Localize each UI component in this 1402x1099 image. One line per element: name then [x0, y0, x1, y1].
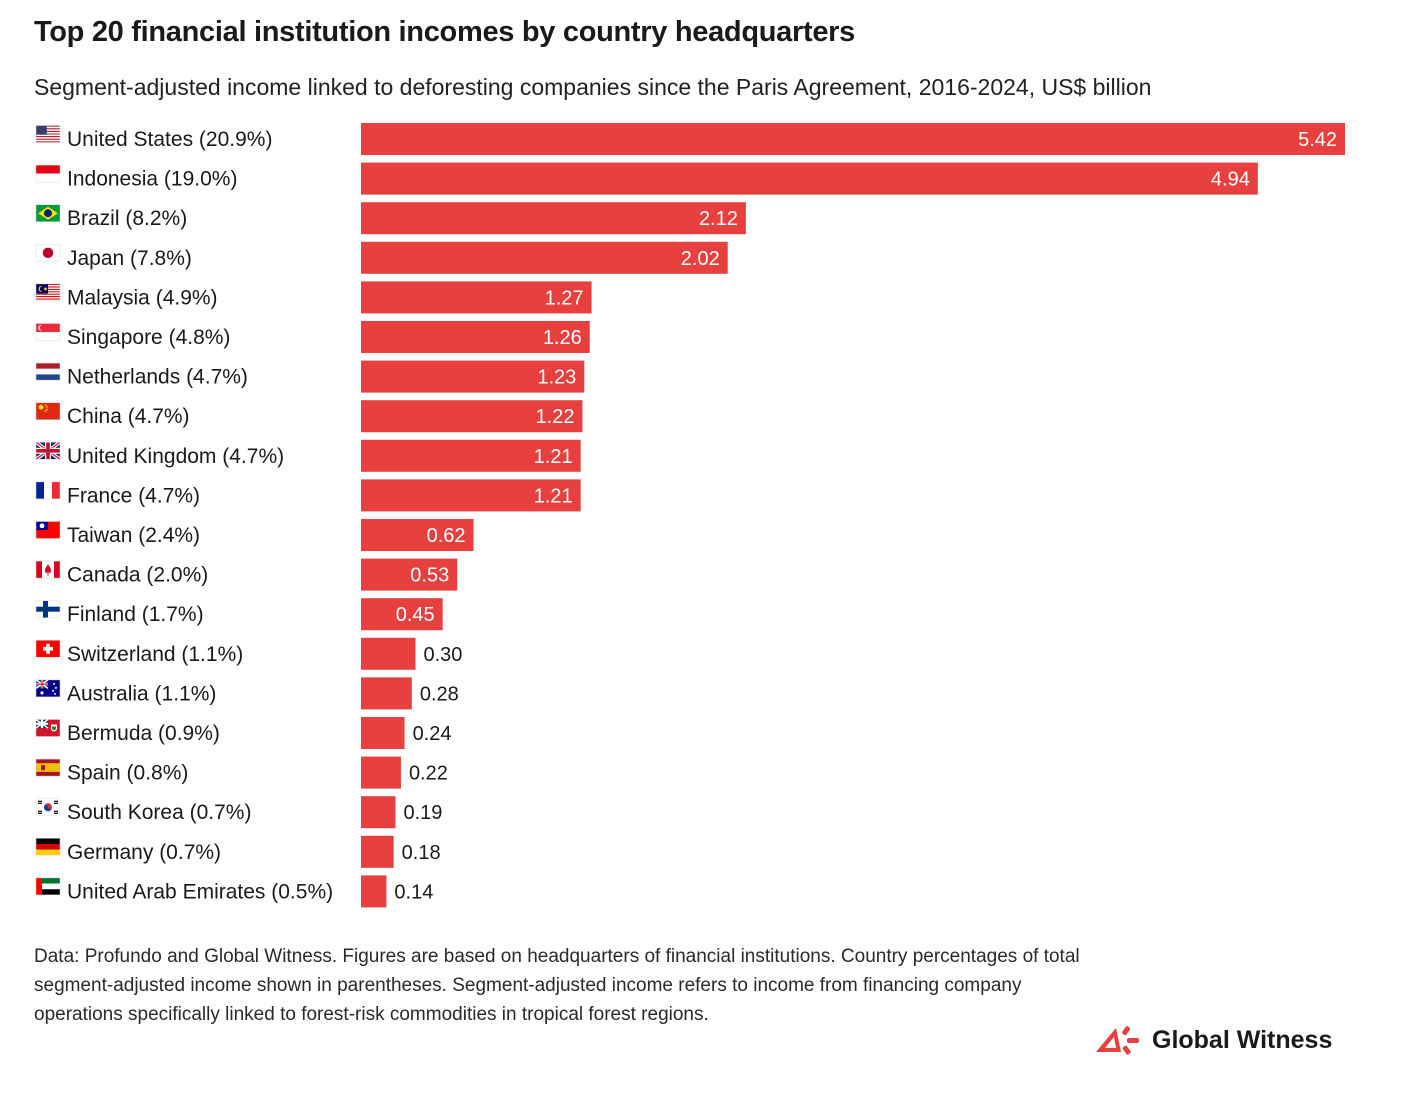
- category-label: Canada (2.0%): [67, 564, 208, 587]
- bar: [361, 321, 590, 353]
- bar-value-label: 1.21: [534, 446, 573, 468]
- bar-chart: United States (20.9%) 5.42 Indonesia (19.0…: [34, 123, 1345, 908]
- sg-flag-icon: [35, 323, 61, 341]
- bar: [361, 558, 458, 591]
- category-label: Brazil (8.2%): [67, 207, 187, 230]
- my-flag-icon: [35, 283, 61, 302]
- bar: [361, 202, 746, 235]
- chart-title: Top 20 financial institution incomes by …: [34, 16, 855, 48]
- category-label: France (4.7%): [67, 484, 200, 507]
- category-label: United Kingdom (4.7%): [67, 445, 284, 468]
- bar: [361, 400, 583, 433]
- bar-value-label: 0.18: [402, 842, 441, 864]
- us-flag-icon: [35, 125, 61, 143]
- tw-flag-icon: [35, 521, 61, 539]
- bar: [361, 439, 581, 472]
- bar: [361, 598, 443, 631]
- category-label: Japan (7.8%): [67, 247, 192, 270]
- category-label: Netherlands (4.7%): [67, 366, 248, 389]
- gb-flag-icon: [34, 440, 62, 461]
- id-flag-icon: [35, 164, 61, 183]
- category-label: United Arab Emirates (0.5%): [67, 880, 333, 903]
- bar: [361, 717, 405, 749]
- bar: [361, 756, 401, 789]
- bar-value-label: 0.45: [396, 604, 435, 626]
- de-flag-icon: [35, 838, 61, 856]
- bar-value-label: 1.26: [543, 327, 582, 349]
- category-label: Indonesia (19.0%): [67, 168, 237, 191]
- category-label: Spain (0.8%): [67, 762, 188, 785]
- source-note: Data: Profundo and Global Witness. Figur…: [34, 946, 1080, 1025]
- bar-value-label: 1.22: [536, 406, 575, 428]
- category-label: Switzerland (1.1%): [67, 643, 243, 666]
- au-flag-icon: [35, 679, 61, 698]
- category-label: South Korea (0.7%): [67, 801, 251, 824]
- bar: [361, 875, 387, 908]
- category-label: China (4.7%): [67, 405, 190, 428]
- category-label: Singapore (4.8%): [67, 326, 230, 349]
- bar-value-label: 5.42: [1298, 129, 1337, 151]
- bar-value-label: 0.22: [409, 763, 448, 785]
- cn-flag-icon: [35, 402, 61, 420]
- jp-flag-icon: [35, 244, 61, 262]
- category-label: Finland (1.7%): [67, 603, 204, 626]
- bar: [361, 519, 474, 551]
- br-flag-icon: [35, 204, 61, 222]
- bar: [361, 677, 412, 710]
- ae-flag-icon: [35, 877, 61, 896]
- bar-value-label: 1.27: [545, 287, 584, 309]
- fr-flag-icon: [35, 481, 61, 500]
- bar-value-label: 0.14: [394, 881, 433, 903]
- nl-flag-icon: [35, 362, 61, 381]
- bar-value-label: 0.30: [423, 644, 462, 666]
- global-witness-logo: Global Witness: [1094, 1022, 1332, 1058]
- bar: [361, 281, 592, 314]
- bar-value-label: 0.24: [413, 723, 452, 745]
- brand-name: Global Witness: [1152, 1025, 1333, 1054]
- bar: [361, 479, 581, 512]
- ca-flag-icon: [35, 560, 61, 579]
- category-label: Australia (1.1%): [67, 682, 216, 705]
- bar-value-label: 2.12: [699, 208, 738, 230]
- ch-flag-icon: [35, 640, 61, 658]
- category-label: Bermuda (0.9%): [67, 722, 220, 745]
- bar-value-label: 0.62: [427, 525, 466, 547]
- bar-value-label: 1.21: [534, 485, 573, 507]
- bar-value-label: 0.28: [420, 683, 459, 705]
- bar: [361, 241, 728, 274]
- global-witness-logo-icon: [1096, 1026, 1139, 1055]
- fi-flag-icon: [35, 600, 61, 618]
- category-label: United States (20.9%): [67, 128, 272, 151]
- category-label: Taiwan (2.4%): [67, 524, 200, 547]
- bar-value-label: 2.02: [681, 248, 720, 270]
- bar-value-label: 0.19: [403, 802, 442, 824]
- category-label: Malaysia (4.9%): [67, 286, 218, 309]
- es-flag-icon: [35, 758, 61, 777]
- bar: [361, 162, 1258, 195]
- chart-subtitle: Segment-adjusted income linked to defore…: [34, 74, 1152, 100]
- category-label: Germany (0.7%): [67, 841, 221, 864]
- bm-flag-icon: [35, 718, 61, 737]
- bar: [361, 796, 396, 829]
- bar-value-label: 0.53: [410, 565, 449, 587]
- kr-flag-icon: [35, 798, 61, 816]
- bar: [361, 637, 416, 670]
- bar: [361, 360, 585, 393]
- bar: [361, 123, 1345, 155]
- bar-value-label: 1.23: [537, 367, 576, 389]
- bar: [361, 835, 394, 868]
- bar-value-label: 4.94: [1211, 169, 1250, 191]
